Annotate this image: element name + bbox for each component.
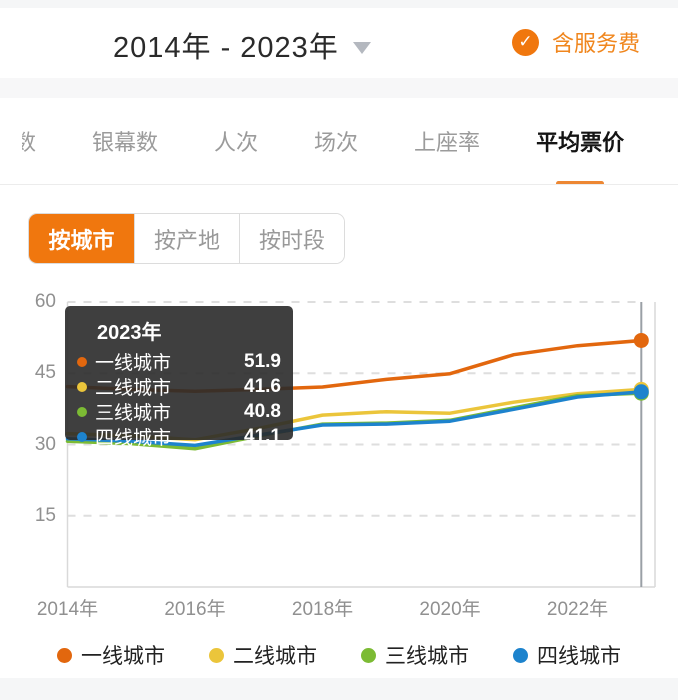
tier4-dot-icon <box>513 647 528 663</box>
service-fee-checkbox[interactable]: ✓ 含服务费 <box>511 26 640 58</box>
filter-by-timeslot[interactable]: 按时段 <box>239 214 344 263</box>
tab-screen-count[interactable]: 银幕数 <box>92 130 159 155</box>
legend-item-tier2[interactable]: 二线城市 <box>209 640 317 670</box>
x-tick-label: 2020年 <box>419 599 481 620</box>
tab-admissions[interactable]: 人次 <box>214 130 259 155</box>
y-tick-label: 15 <box>34 504 56 526</box>
x-tick-label: 2016年 <box>164 599 226 620</box>
year-range-dropdown[interactable]: 2014年 - 2023年 <box>113 24 371 66</box>
legend-item-tier1[interactable]: 一线城市 <box>57 640 165 670</box>
year-range-label: 2014年 - 2023年 <box>113 32 339 64</box>
service-fee-label: 含服务费 <box>551 31 640 56</box>
series-line-tier4 <box>65 390 644 448</box>
chart-tooltip: 2023年 一线城市 51.9 二线城市 41.6 三线城市 40.8 四线城市… <box>65 306 293 449</box>
tier2-dot-icon <box>209 647 224 663</box>
series-endpoint-tier1 <box>633 332 649 348</box>
active-tab-indicator <box>556 181 604 184</box>
tooltip-row-tier1: 一线城市 51.9 <box>77 349 281 374</box>
y-tick-label: 30 <box>34 433 56 455</box>
tab-cinema-count-partial[interactable]: 数 <box>22 125 36 157</box>
x-tick-label: 2014年 <box>36 599 99 620</box>
y-tick-label: 60 <box>34 291 56 312</box>
tooltip-year: 2023年 <box>97 322 162 344</box>
legend-item-tier4[interactable]: 四线城市 <box>513 640 621 670</box>
chevron-down-icon <box>352 42 371 54</box>
chart-legend: 一线城市 二线城市 三线城市 四线城市 <box>0 640 678 670</box>
tooltip-row-tier2: 二线城市 41.6 <box>77 374 281 399</box>
tab-occupancy-rate[interactable]: 上座率 <box>414 130 481 155</box>
x-tick-label: 2018年 <box>291 599 354 620</box>
dimension-filter-group: 按城市 按产地 按时段 <box>28 213 345 264</box>
metric-tab-bar: 数 银幕数 人次 场次 上座率 平均票价 <box>0 98 678 185</box>
x-tick-label: 2022年 <box>546 599 609 620</box>
check-circle-icon: ✓ <box>511 28 539 56</box>
tier3-dot-icon <box>361 647 376 663</box>
filter-by-city[interactable]: 按城市 <box>29 214 134 263</box>
tab-average-ticket-price[interactable]: 平均票价 <box>536 130 625 155</box>
tooltip-row-tier3: 三线城市 40.8 <box>77 399 281 424</box>
tier4-dot-icon <box>77 431 87 442</box>
tier1-dot-icon <box>77 356 87 367</box>
filter-by-origin[interactable]: 按产地 <box>134 214 239 263</box>
tier1-dot-icon <box>57 647 72 663</box>
y-tick-label: 45 <box>34 362 56 384</box>
line-chart[interactable]: 60 45 30 15 2014年 2016年 2018年 2020年 2022年 2023年… <box>0 291 678 624</box>
series-endpoint-tier4 <box>633 384 649 400</box>
section-divider <box>0 78 678 98</box>
header: 2014年 - 2023年 ✓ 含服务费 <box>0 8 678 78</box>
legend-item-tier3[interactable]: 三线城市 <box>361 640 469 670</box>
tooltip-row-tier4: 四线城市 41.1 <box>77 424 281 449</box>
bottom-home-strip <box>0 678 678 700</box>
tab-showings[interactable]: 场次 <box>314 130 359 155</box>
tier2-dot-icon <box>77 381 87 392</box>
top-status-strip <box>0 0 678 8</box>
tier3-dot-icon <box>77 406 87 417</box>
